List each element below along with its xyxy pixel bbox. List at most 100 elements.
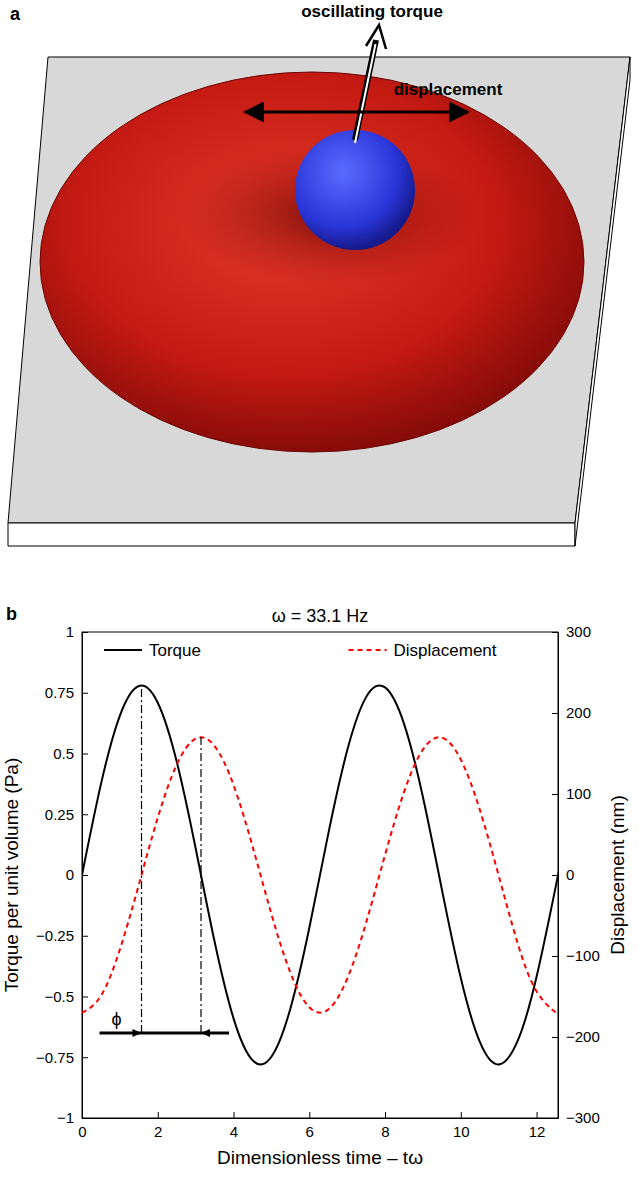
plate-top	[8, 57, 630, 523]
y-axis-title: Torque per unit volume (Pa)	[1, 758, 22, 992]
panel-a: a oscillating torque displacement	[8, 2, 630, 546]
tick-mark	[82, 754, 88, 755]
tick: 300	[552, 623, 591, 640]
tick: −0.25	[36, 927, 88, 944]
tick: 0	[552, 866, 574, 883]
cell	[40, 72, 584, 452]
tick-label: 6	[306, 1123, 314, 1140]
tick-mark	[309, 1112, 310, 1118]
tick-mark	[552, 713, 558, 714]
tick-mark	[158, 1112, 159, 1118]
tick: 0.75	[45, 684, 88, 701]
tick: −300	[552, 1109, 600, 1126]
legend-swatch	[104, 649, 142, 651]
legend-label: Displacement	[394, 641, 497, 660]
tick: 6	[306, 1112, 314, 1140]
tick: 0.25	[45, 806, 88, 823]
y-axis: −1 −0.75 −0.5 −0.25 0 0.25 0.5 0.75 1	[36, 623, 88, 1126]
tick-mark	[82, 693, 88, 694]
torque-arrow-inner	[355, 44, 376, 143]
annotation: oscillating torque	[301, 2, 443, 21]
displacement-arrow	[245, 111, 468, 114]
tick-label: 100	[566, 785, 591, 802]
tick-label: 10	[453, 1123, 470, 1140]
phase-arrowhead	[201, 1029, 210, 1037]
panel-label: a	[10, 4, 21, 24]
tick-mark	[82, 814, 88, 815]
phase-marker	[200, 736, 201, 1032]
axis-line	[83, 1118, 559, 1119]
tick-label: 2	[154, 1123, 162, 1140]
tick: −100	[552, 947, 600, 964]
tick-mark	[537, 1112, 538, 1118]
tick-label: −300	[566, 1109, 600, 1126]
tick-label: 300	[566, 623, 591, 640]
tick-label: −0.25	[36, 927, 74, 944]
tick-mark	[552, 632, 558, 633]
tick-label: 200	[566, 704, 591, 721]
tick-label: −1	[57, 1109, 74, 1126]
tick-mark	[552, 1118, 558, 1119]
tick: −200	[552, 1028, 600, 1045]
tick-mark	[234, 1112, 235, 1118]
torque-arrow-head	[366, 25, 386, 49]
tick-mark	[461, 1112, 462, 1118]
tick: −0.5	[44, 988, 88, 1005]
tick: 0	[66, 866, 88, 883]
tick: 2	[154, 1112, 162, 1140]
tick-label: 0.75	[45, 684, 74, 701]
tick: −1	[57, 1109, 88, 1126]
legend-label: Torque	[149, 641, 201, 660]
tick-label: 0.25	[45, 806, 74, 823]
tick-label: 0	[566, 866, 574, 883]
axis-line	[558, 633, 559, 1119]
tick-label: −200	[566, 1028, 600, 1045]
tick: 8	[381, 1112, 389, 1140]
y2-axis: −300 −200 −100 0 100 200 300	[552, 623, 600, 1126]
tick: 4	[230, 1112, 238, 1140]
tick-mark	[552, 956, 558, 957]
tick-label: −0.5	[44, 988, 74, 1005]
tick-label: 1	[66, 623, 74, 640]
legend-swatch	[349, 649, 387, 651]
chart-title: ω = 33.1 Hz	[272, 606, 369, 626]
plot-area	[82, 685, 558, 1064]
plot-frame	[82, 632, 558, 1118]
tick-mark	[82, 936, 88, 937]
plate-side	[575, 57, 630, 546]
figure: aoscillating torquedisplacement024681012…	[0, 0, 639, 1180]
tick-mark	[552, 1037, 558, 1038]
tick: 10	[453, 1112, 470, 1140]
panel-label: b	[6, 604, 17, 624]
tick: 0.5	[53, 745, 88, 762]
tick-label: 0	[66, 866, 74, 883]
tick-mark	[82, 1118, 88, 1119]
tick: 12	[529, 1112, 546, 1140]
tick: 100	[552, 785, 591, 802]
bead	[295, 130, 415, 250]
tick-label: −100	[566, 947, 600, 964]
annotation: ϕ	[112, 1009, 122, 1029]
tick-label: 12	[529, 1123, 546, 1140]
tick-mark	[385, 1112, 386, 1118]
tick-mark	[552, 794, 558, 795]
tick-label: −0.75	[36, 1049, 74, 1066]
series-line	[82, 685, 558, 1064]
tick-mark	[82, 1057, 88, 1058]
tick-mark	[82, 632, 88, 633]
tick: 200	[552, 704, 591, 721]
annotation: displacement	[394, 80, 503, 99]
series-line	[82, 737, 558, 1014]
x-axis: 0 2 4 6 8 10 12	[78, 1112, 558, 1140]
phase-arrowhead	[133, 1029, 142, 1037]
tick: 1	[66, 623, 88, 640]
tick-label: 8	[381, 1123, 389, 1140]
tick: −0.75	[36, 1049, 88, 1066]
plate-front	[8, 523, 575, 546]
tick-label: 0	[78, 1123, 86, 1140]
tick-mark	[82, 997, 88, 998]
panel-b: 0 2 4 6 8 10 12 −1 −0.75 −0.5 −0.25 0 0.25 0.5 0.75 1 −3…	[1, 604, 628, 1168]
y2-axis-title: Displacement (nm)	[607, 795, 628, 954]
legend: Torque Displacement	[104, 641, 497, 660]
tick-label: 0.5	[53, 745, 74, 762]
